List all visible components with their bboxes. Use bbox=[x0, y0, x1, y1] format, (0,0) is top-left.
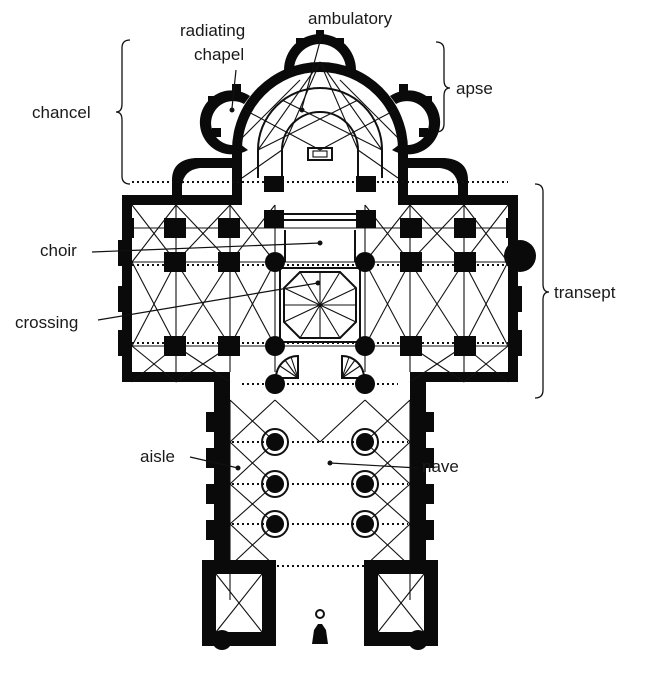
leader-dot-radiating-chapel bbox=[229, 107, 235, 113]
leader-dot-aisle bbox=[235, 465, 241, 471]
leader-ambulatory bbox=[301, 33, 323, 109]
stairs bbox=[274, 354, 366, 379]
label-nave: nave bbox=[422, 457, 459, 476]
leader-aisle bbox=[189, 456, 239, 469]
west-front bbox=[202, 560, 438, 650]
leader-dot-choir bbox=[317, 240, 323, 246]
label-radiating-line2: chapel bbox=[194, 45, 244, 64]
apse-area bbox=[199, 30, 441, 179]
leader-crossing bbox=[97, 282, 319, 321]
nave-area bbox=[202, 395, 438, 650]
leader-nave bbox=[329, 462, 419, 469]
leader-dot-ambulatory bbox=[299, 107, 305, 113]
floor-plan bbox=[118, 30, 536, 650]
label-choir: choir bbox=[40, 241, 77, 260]
leader-radiating-chapel bbox=[231, 69, 237, 109]
label-ambulatory: ambulatory bbox=[308, 9, 393, 28]
label-radiating-line1: radiating bbox=[180, 21, 245, 40]
brace-transept bbox=[534, 183, 550, 399]
leader-choir bbox=[91, 242, 321, 253]
leader-lines bbox=[91, 33, 419, 471]
label-transept: transept bbox=[554, 283, 616, 302]
crossing-octagon bbox=[279, 267, 361, 343]
brace-apse bbox=[435, 41, 451, 133]
label-chancel: chancel bbox=[32, 103, 91, 122]
leader-dot-nave bbox=[327, 460, 333, 466]
labels: ambulatory radiating chapel chancel apse… bbox=[15, 9, 616, 476]
nave-piers bbox=[261, 428, 379, 538]
label-apse: apse bbox=[456, 79, 493, 98]
label-aisle: aisle bbox=[140, 447, 175, 466]
brace-chancel bbox=[115, 39, 131, 185]
transept-area bbox=[118, 158, 536, 395]
leader-dot-crossing bbox=[315, 280, 321, 286]
label-crossing: crossing bbox=[15, 313, 78, 332]
